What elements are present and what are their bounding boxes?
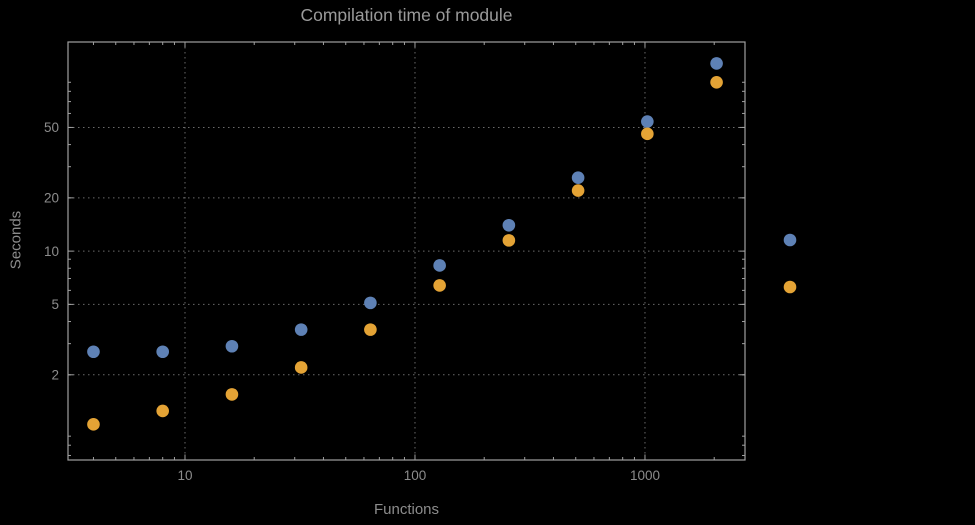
data-point-series-2 — [433, 279, 446, 292]
data-point-series-2 — [294, 361, 308, 374]
data-point-series-1 — [641, 115, 654, 128]
data-point-series-1 — [502, 218, 516, 232]
data-point-series-1 — [156, 345, 169, 359]
data-point-series-1 — [294, 323, 308, 336]
y-tick-label: 5 — [51, 297, 59, 312]
plot-frame — [67, 41, 746, 461]
y-tick-label: 10 — [44, 244, 59, 259]
data-point-series-1 — [225, 339, 239, 353]
data-point-series-2 — [571, 184, 585, 197]
y-tick-label: 2 — [51, 368, 59, 383]
data-point-series-2 — [641, 127, 654, 141]
data-point-series-2 — [710, 75, 723, 89]
data-point-series-2 — [156, 404, 169, 418]
data-point-series-2 — [364, 323, 377, 336]
data-point-series-1 — [364, 296, 377, 310]
y-tick-label: 50 — [44, 120, 59, 135]
data-point-series-1 — [433, 259, 446, 272]
y-tick-label: 20 — [44, 191, 59, 206]
data-point-series-1 — [710, 57, 723, 70]
data-point-series-2 — [502, 234, 516, 247]
legend-marker-series-2 — [783, 280, 797, 294]
data-point-series-2 — [225, 388, 239, 401]
x-axis-label: Functions — [373, 501, 440, 518]
legend-marker-series-1 — [783, 233, 797, 247]
x-tick-label: 100 — [404, 468, 427, 483]
chart-title: Compilation time of module — [300, 5, 513, 25]
x-tick-label: 10 — [177, 468, 192, 483]
x-tick-label: 1000 — [630, 468, 660, 483]
data-point-series-1 — [87, 345, 100, 359]
data-point-series-1 — [571, 171, 585, 184]
data-point-series-2 — [87, 418, 100, 431]
